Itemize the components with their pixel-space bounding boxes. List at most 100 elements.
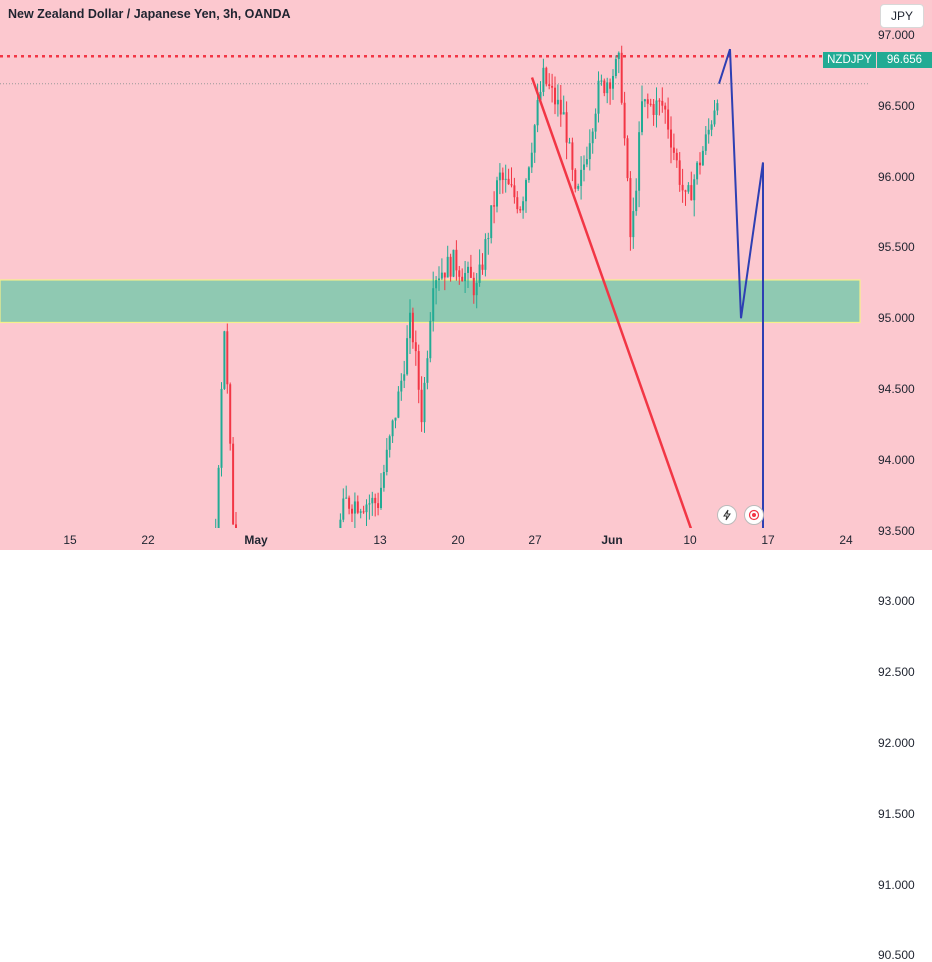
x-tick-label: 27 (528, 533, 542, 547)
candle-body (403, 374, 406, 381)
candle-body (223, 331, 226, 389)
candle-body (458, 270, 461, 277)
candle-body (716, 103, 719, 111)
candle-body (475, 282, 478, 296)
y-tick-label: 92.500 (878, 665, 915, 680)
candle-body (510, 184, 513, 186)
candle-body (409, 312, 411, 339)
candle-body (583, 164, 585, 170)
candle-body (536, 100, 539, 126)
candle-body (423, 382, 426, 423)
candle-body (382, 471, 385, 488)
candle-body (377, 503, 380, 508)
candle-body (699, 162, 701, 166)
candle-body (687, 185, 690, 192)
candle-body (339, 519, 342, 528)
candle-body (658, 100, 661, 102)
candle-body (704, 134, 707, 151)
candle-body (232, 443, 235, 525)
candle-body (545, 67, 548, 85)
y-tick-label: 93.000 (878, 594, 915, 609)
candle-body (664, 105, 667, 110)
candle-body (580, 169, 583, 186)
candle-body (464, 272, 467, 282)
candle-body (542, 67, 545, 92)
candle-body (713, 110, 716, 125)
candle-body (353, 501, 356, 514)
candle-body (617, 52, 620, 60)
candle-body (359, 511, 362, 513)
candle-body (446, 256, 449, 278)
candle-body (562, 112, 565, 115)
candle-body (600, 80, 603, 82)
candle-body (539, 91, 542, 101)
candle-body (588, 143, 591, 160)
candle-body (397, 391, 400, 418)
candle-body (443, 272, 446, 278)
candle-body (620, 52, 623, 103)
candle-body (597, 80, 600, 114)
candle-body (513, 185, 516, 198)
candle-body (525, 180, 527, 202)
trendline (530, 77, 693, 528)
candle-body (368, 503, 371, 505)
y-tick-label: 91.000 (878, 877, 915, 892)
candle-body (417, 351, 420, 390)
candle-body (235, 524, 237, 528)
price-axis[interactable]: 97.000 96.500 96.000 95.500 95.000 94.500 94.0… (870, 0, 932, 962)
candle-body (472, 277, 475, 296)
projection-path (718, 48, 764, 528)
candle-body (496, 180, 498, 207)
candle-body (565, 112, 568, 143)
candle-body (594, 113, 597, 132)
candle-body (345, 497, 348, 499)
candle-body (504, 178, 507, 180)
price-chart[interactable] (0, 0, 870, 528)
candle-body (400, 380, 403, 392)
candle-body (626, 138, 629, 179)
candle-body (522, 201, 525, 211)
candle-body (449, 256, 452, 277)
candle-body (348, 497, 351, 509)
candle-body (484, 239, 487, 270)
candle-body (342, 498, 345, 520)
candle-body (675, 152, 678, 161)
candle-body (559, 99, 562, 115)
candle-body (411, 312, 414, 343)
candle-body (554, 87, 556, 105)
candle-body (420, 389, 423, 423)
y-tick-label: 93.500 (878, 523, 915, 538)
candle-body (693, 179, 696, 201)
candle-body (667, 109, 670, 130)
currency-button[interactable]: JPY (880, 4, 924, 28)
candle-body (632, 211, 635, 238)
candle-body (533, 125, 536, 153)
lightning-icon[interactable] (717, 505, 737, 525)
time-axis[interactable]: 15 22 May 13 20 27 Jun 10 17 24 (0, 528, 870, 550)
candle-body (507, 178, 510, 185)
candle-body (220, 388, 223, 468)
candle-body (556, 99, 559, 105)
candle-body (568, 142, 571, 144)
candle-body (385, 449, 388, 472)
x-tick-label: May (244, 533, 268, 547)
candle-body (461, 276, 464, 282)
y-tick-label: 94.000 (878, 452, 915, 467)
record-icon[interactable] (744, 505, 764, 525)
candle-body (365, 504, 368, 513)
candle-body (551, 85, 554, 88)
candle-body (603, 80, 606, 94)
candle-body (432, 288, 435, 321)
candle-body (429, 320, 432, 359)
candle-body (490, 205, 493, 239)
y-tick-label: 97.000 (878, 28, 915, 42)
candle-body (371, 497, 374, 504)
candle-body (710, 124, 713, 130)
candle-body (678, 160, 681, 185)
candle-body (606, 82, 609, 94)
candle-body (629, 178, 632, 238)
candle-body (701, 150, 704, 166)
candle-body (614, 59, 617, 76)
candle-body (469, 266, 472, 278)
y-tick-label: 96.000 (878, 169, 915, 184)
